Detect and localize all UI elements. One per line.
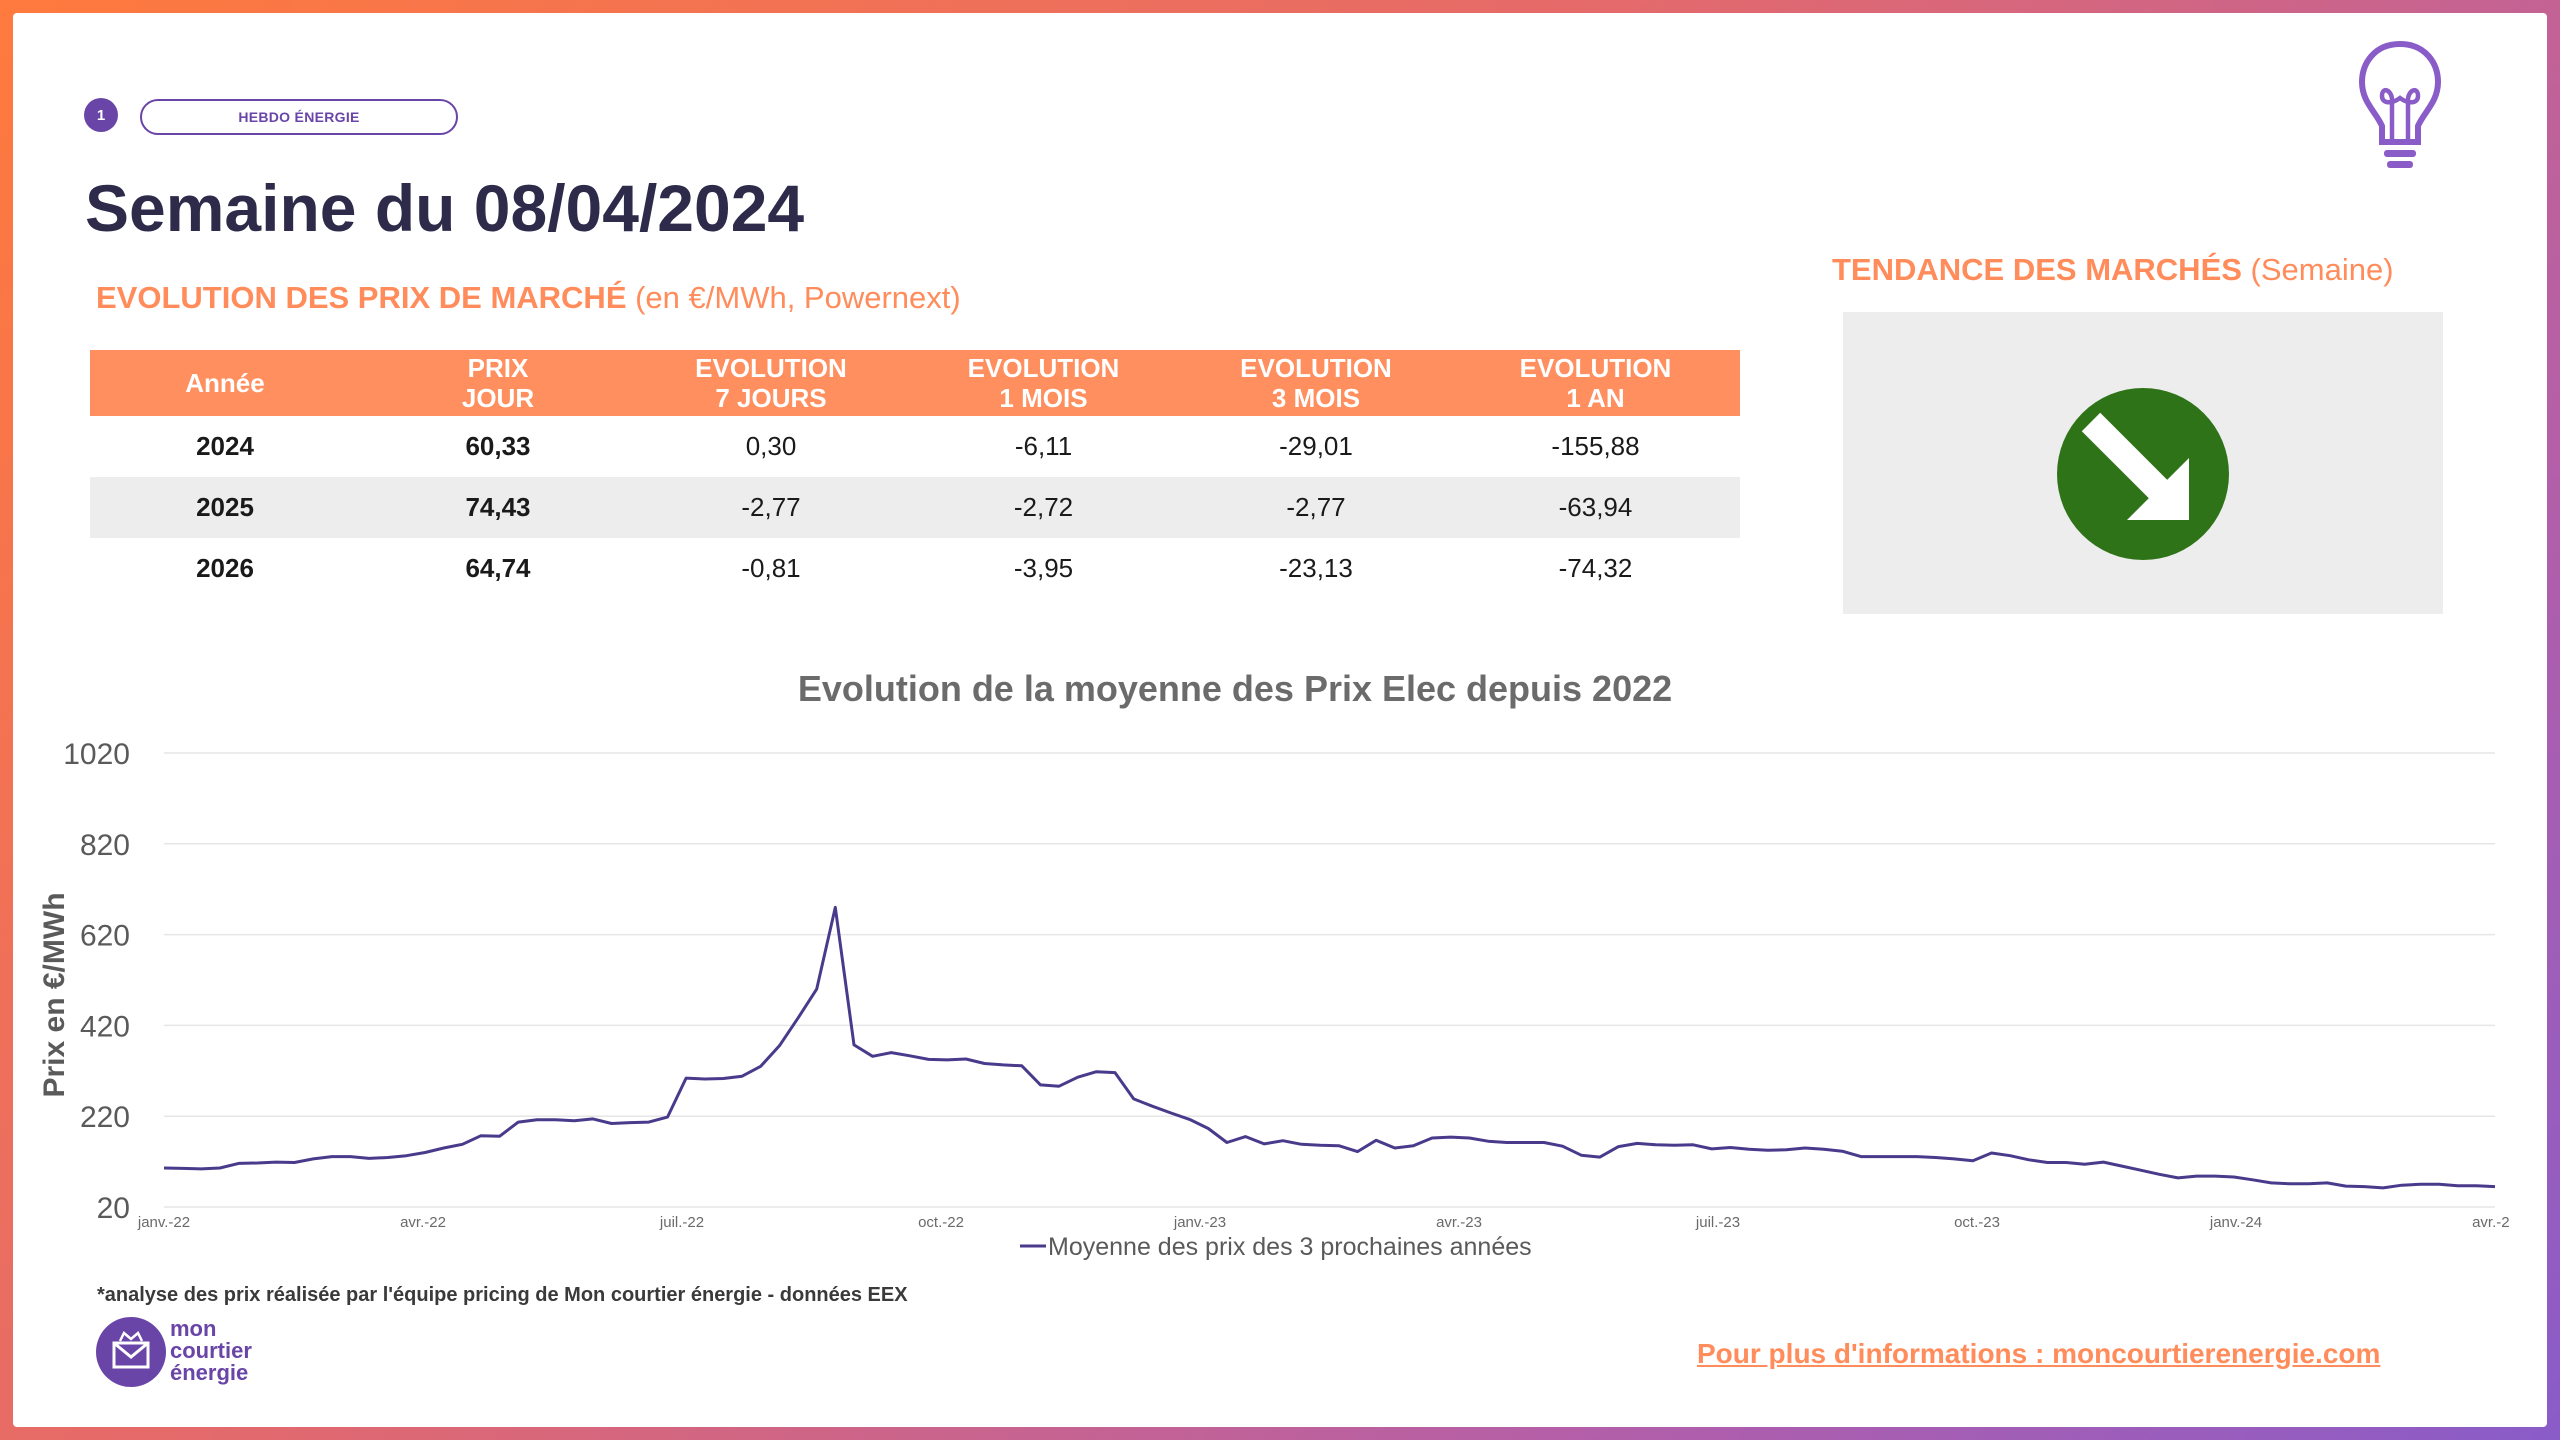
x-tick-label: oct.-23 <box>1954 1214 2000 1231</box>
x-tick-label: oct.-22 <box>918 1214 964 1231</box>
brand-line-2: courtier <box>170 1338 252 1363</box>
row-year: 2024 <box>196 431 254 461</box>
row-evo-7d: -2,77 <box>636 477 906 538</box>
col-header-1m: EVOLUTION 1 MOIS <box>906 350 1181 416</box>
row-evo-3m: -2,77 <box>1181 477 1451 538</box>
row-year: 2025 <box>90 477 360 538</box>
brand-line-1: mon <box>170 1316 217 1341</box>
x-tick-label: avr.-22 <box>400 1214 446 1231</box>
row-evo-1y: -63,94 <box>1451 477 1740 538</box>
category-tag: HEBDO ÉNERGIE <box>140 99 458 135</box>
brand-line-3: énergie <box>170 1360 249 1385</box>
table-row: 2026 64,74 -0,81 -3,95 -23,13 -74,32 <box>90 538 1740 599</box>
row-price: 60,33 <box>465 431 531 461</box>
col-header-year: Année <box>90 350 360 416</box>
y-axis-label: Prix en €/MWh <box>38 892 71 1097</box>
row-evo-1m: -2,72 <box>906 477 1181 538</box>
y-tick-label: 220 <box>80 1101 130 1134</box>
row-evo-3m: -29,01 <box>1279 431 1353 461</box>
col-header-7d: EVOLUTION 7 JOURS <box>636 350 906 416</box>
y-tick-label: 420 <box>80 1010 130 1043</box>
x-tick-label: juil.-22 <box>659 1214 704 1231</box>
row-price: 74,43 <box>360 477 636 538</box>
prices-heading-light: (en €/MWh, Powernext) <box>626 280 961 315</box>
lightbulb-icon <box>2358 40 2442 168</box>
trend-section-heading: TENDANCE DES MARCHÉS (Semaine) <box>1832 252 2394 288</box>
brand-wordmark: mon courtier énergie <box>170 1318 252 1384</box>
legend-label: Moyenne des prix des 3 prochaines années <box>1048 1233 1532 1261</box>
x-tick-label: juil.-23 <box>1695 1214 1740 1231</box>
table-row: 2024 60,33 0,30 -6,11 -29,01 -155,88 <box>90 416 1740 477</box>
row-evo-7d: -0,81 <box>741 553 801 583</box>
page-number-badge: 1 <box>84 98 118 132</box>
series-line <box>163 905 2496 1190</box>
row-year: 2026 <box>196 553 254 583</box>
table-row: 2025 74,43 -2,77 -2,72 -2,77 -63,94 <box>90 477 1740 538</box>
prices-table: Année PRIX JOUR EVOLUTION 7 JOURS EVOLUTIO… <box>90 350 1740 599</box>
trend-indicator <box>2057 388 2229 560</box>
prices-heading-bold: EVOLUTION DES PRIX DE MARCHÉ <box>96 280 627 315</box>
row-evo-3m: -23,13 <box>1279 553 1353 583</box>
row-evo-1m: -6,11 <box>1014 431 1073 461</box>
trend-heading-light: (Semaine) <box>2241 252 2394 287</box>
x-tick-label: janv.-24 <box>2209 1214 2262 1231</box>
brand-logo <box>96 1317 166 1387</box>
x-tick-label: avr.-24 <box>2472 1214 2510 1231</box>
col-header-3m: EVOLUTION 3 MOIS <box>1181 350 1451 416</box>
y-tick-label: 1020 <box>63 738 130 771</box>
envelope-crown-icon <box>112 1331 150 1369</box>
report-card <box>13 13 2547 1427</box>
more-info-link[interactable]: Pour plus d'informations : moncourtieren… <box>1697 1338 2381 1369</box>
table-header-row: Année PRIX JOUR EVOLUTION 7 JOURS EVOLUTIO… <box>90 350 1740 416</box>
y-tick-label: 20 <box>97 1192 130 1225</box>
analysis-footnote: *analyse des prix réalisée par l'équipe … <box>97 1284 908 1306</box>
y-tick-label: 820 <box>80 829 130 862</box>
row-evo-7d: 0,30 <box>745 431 797 461</box>
y-tick-label: 620 <box>80 920 130 953</box>
x-tick-label: avr.-23 <box>1436 1214 1482 1231</box>
row-evo-1y: -74,32 <box>1558 553 1633 583</box>
row-evo-1y: -155,88 <box>1551 431 1640 461</box>
x-tick-label: janv.-23 <box>1173 1214 1226 1231</box>
trend-heading-bold: TENDANCE DES MARCHÉS <box>1832 252 2242 287</box>
row-price: 64,74 <box>465 553 531 583</box>
arrow-down-right-icon <box>2081 412 2189 520</box>
price-line-chart: 20 220 420 620 820 1020 Prix en €/MWh janv.-22 a… <box>38 738 2510 1261</box>
col-header-1y: EVOLUTION 1 AN <box>1451 350 1740 416</box>
prices-section-heading: EVOLUTION DES PRIX DE MARCHÉ (en €/MWh, … <box>96 280 961 316</box>
x-tick-label: janv.-22 <box>137 1214 190 1231</box>
page-title: Semaine du 08/04/2024 <box>85 171 805 245</box>
col-header-price: PRIX JOUR <box>360 350 636 416</box>
chart-title: Evolution de la moyenne des Prix Elec de… <box>797 668 1673 709</box>
row-evo-1m: -3,95 <box>1013 553 1074 583</box>
trend-indicator-panel <box>1843 312 2443 614</box>
